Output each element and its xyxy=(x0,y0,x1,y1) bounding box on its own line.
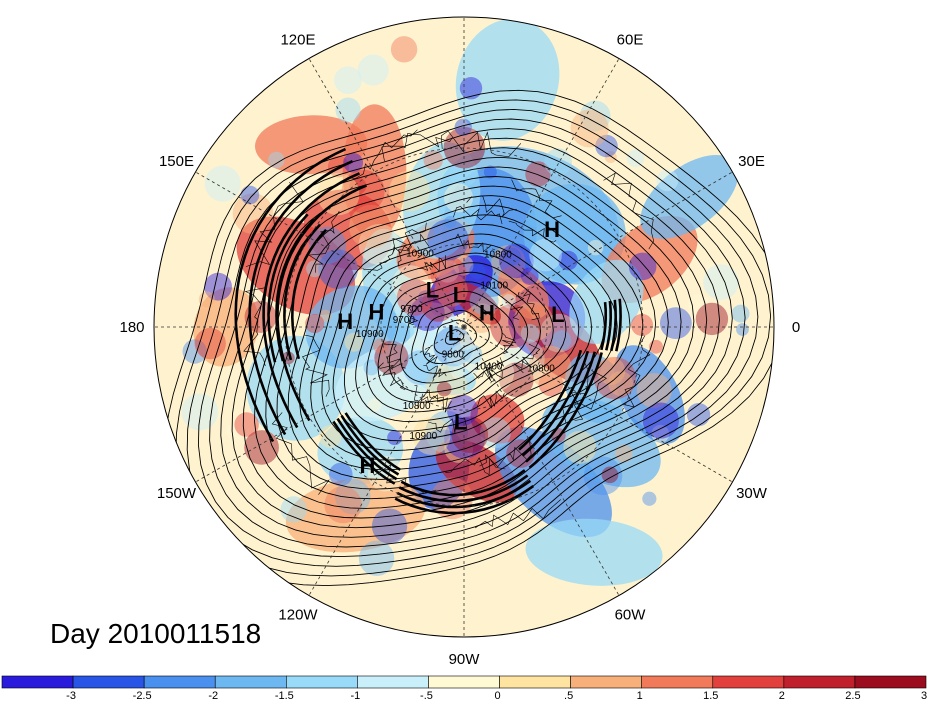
anomaly-shading xyxy=(181,18,750,586)
contour-value-label: 10800 xyxy=(403,401,431,412)
longitude-label: 90W xyxy=(449,651,481,668)
colorbar-box xyxy=(499,675,571,689)
graticule xyxy=(154,17,774,637)
colorbar-box xyxy=(72,675,145,689)
longitude-label: 30W xyxy=(736,485,768,502)
contour-value-label: 10900 xyxy=(409,431,437,442)
colorbar-tick-label: 1.5 xyxy=(703,690,718,702)
colorbar: -3 -2.5 -2 -1.5 -1 -.5 0 .5 1 1.5 2 2.5 3 xyxy=(1,675,927,702)
colorbar-boxes xyxy=(1,675,927,689)
height-contours xyxy=(164,89,774,587)
jet-contours xyxy=(234,147,622,515)
high-pressure-label: H xyxy=(479,301,495,326)
contour-value-label: 9800 xyxy=(442,350,465,361)
contour-value-label: 10100 xyxy=(480,280,508,291)
colorbar-tick-label: -2.5 xyxy=(133,690,152,702)
contour-value-label: 10800 xyxy=(527,363,555,374)
longitude-label: 120W xyxy=(278,607,318,624)
low-pressure-label: L xyxy=(448,320,461,345)
longitude-label: 60W xyxy=(615,607,647,624)
colorbar-box xyxy=(641,675,714,689)
longitude-label: 150W xyxy=(157,485,197,502)
low-pressure-label: L xyxy=(454,410,467,435)
longitude-label: 120E xyxy=(280,31,315,48)
colorbar-box xyxy=(1,675,74,689)
colorbar-box xyxy=(570,675,642,689)
high-pressure-label: H xyxy=(360,453,376,478)
contour-value-label: 10800 xyxy=(484,250,512,261)
colorbar-box xyxy=(712,675,785,689)
contour-value-label: 10900 xyxy=(406,249,434,260)
colorbar-box xyxy=(214,675,287,689)
colorbar-box xyxy=(428,675,500,689)
colorbar-tick-label: 3 xyxy=(921,690,927,702)
longitude-label: 90E xyxy=(451,0,478,4)
low-pressure-label: L xyxy=(453,283,466,308)
contour-value-label: 10900 xyxy=(356,329,384,340)
longitude-labels: 90E 60E 30E 0 30W 60W 90W 120W 150W 180 150E 120E xyxy=(119,0,800,668)
colorbar-tick-label: -1.5 xyxy=(275,690,294,702)
high-pressure-label: H xyxy=(369,300,385,325)
colorbar-tick-label: -.5 xyxy=(420,690,433,702)
colorbar-tick-label: 0 xyxy=(494,690,500,702)
colorbar-tick-label: .5 xyxy=(564,690,573,702)
contour-value-label: 10400 xyxy=(475,362,503,373)
longitude-label: 60E xyxy=(617,31,644,48)
colorbar-tick-label: 2.5 xyxy=(845,690,860,702)
map-boundary xyxy=(153,16,775,638)
colorbar-tick-label: -1 xyxy=(350,690,360,702)
high-pressure-label: H xyxy=(337,309,353,334)
colorbar-tick-label: 2 xyxy=(779,690,785,702)
longitude-label: 0 xyxy=(792,319,800,336)
contour-value-label: 9700 xyxy=(400,304,423,315)
day-label: Day 2010011518 xyxy=(50,618,262,649)
colorbar-tick-label: 1 xyxy=(637,690,643,702)
colorbar-tick-labels: -3 -2.5 -2 -1.5 -1 -.5 0 .5 1 1.5 2 2.5 3 xyxy=(66,690,927,702)
longitude-label: 180 xyxy=(119,319,144,336)
colorbar-box xyxy=(357,675,429,689)
low-pressure-label: L xyxy=(551,302,564,327)
low-pressure-label: L xyxy=(426,277,439,302)
high-pressure-label: H xyxy=(544,217,560,242)
colorbar-tick-label: -3 xyxy=(66,690,76,702)
colorbar-tick-label: -2 xyxy=(208,690,218,702)
longitude-label: 150E xyxy=(159,153,194,170)
anomaly-field xyxy=(154,17,774,637)
colorbar-box xyxy=(143,675,216,689)
colorbar-box xyxy=(286,675,358,689)
longitude-label: 30E xyxy=(738,153,765,170)
colorbar-box xyxy=(854,675,927,689)
colorbar-box xyxy=(783,675,856,689)
contour-value-label: 9700 xyxy=(393,315,416,326)
